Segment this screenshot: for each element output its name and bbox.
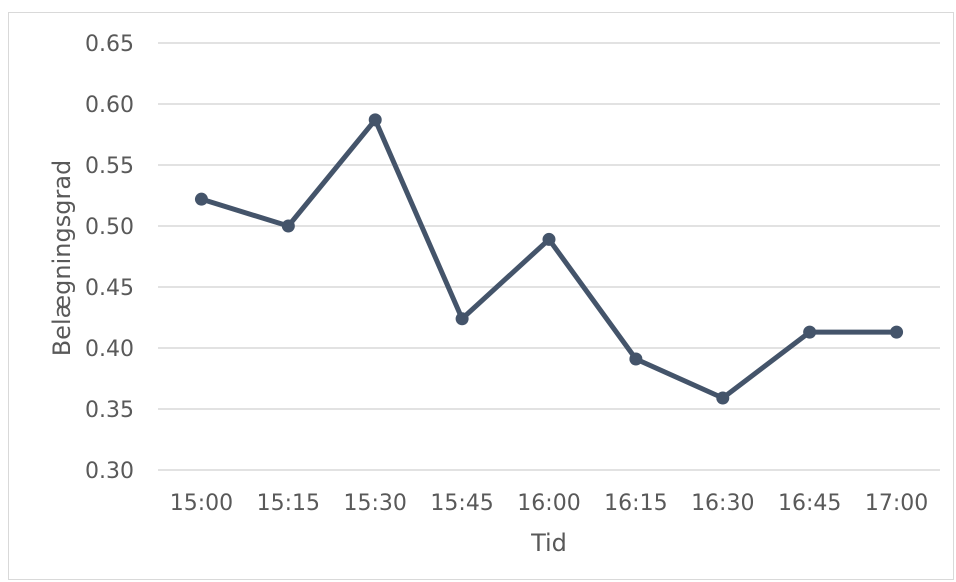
y-axis-tick-labels: 0.30 0.35 0.40 0.45 0.50 0.55 0.60 0.65 bbox=[85, 32, 134, 484]
gridlines bbox=[158, 42, 940, 471]
x-tick-label: 15:30 bbox=[344, 491, 407, 516]
data-point bbox=[890, 325, 904, 339]
x-axis-title: Tid bbox=[530, 529, 567, 557]
y-tick-label: 0.35 bbox=[85, 398, 134, 423]
y-tick-label: 0.60 bbox=[85, 93, 134, 118]
y-tick-label: 0.55 bbox=[85, 154, 134, 179]
x-tick-label: 15:00 bbox=[170, 491, 233, 516]
x-tick-label: 16:30 bbox=[691, 491, 754, 516]
x-tick-label: 15:45 bbox=[430, 491, 493, 516]
x-tick-label: 16:15 bbox=[604, 491, 667, 516]
x-tick-label: 16:45 bbox=[778, 491, 841, 516]
chart-frame bbox=[8, 12, 954, 580]
data-point bbox=[716, 391, 730, 405]
data-point bbox=[629, 352, 643, 366]
data-point bbox=[455, 312, 469, 326]
data-point bbox=[542, 232, 556, 246]
x-tick-label: 16:00 bbox=[517, 491, 580, 516]
y-tick-label: 0.50 bbox=[85, 215, 134, 240]
x-tick-label: 17:00 bbox=[865, 491, 928, 516]
data-point bbox=[194, 192, 208, 206]
data-point bbox=[803, 325, 817, 339]
y-tick-label: 0.40 bbox=[85, 337, 134, 362]
y-axis-title: Belægningsgrad bbox=[48, 160, 76, 357]
y-tick-label: 0.45 bbox=[85, 276, 134, 301]
series-line bbox=[198, 117, 900, 401]
y-tick-label: 0.65 bbox=[85, 32, 134, 57]
data-point bbox=[368, 113, 382, 127]
x-axis-tick-labels: 15:00 15:15 15:30 15:45 16:00 16:15 16:30 16:45… bbox=[170, 491, 929, 516]
data-point bbox=[281, 219, 295, 233]
x-tick-label: 15:15 bbox=[257, 491, 320, 516]
y-tick-label: 0.30 bbox=[85, 459, 134, 484]
series-group bbox=[194, 113, 904, 405]
